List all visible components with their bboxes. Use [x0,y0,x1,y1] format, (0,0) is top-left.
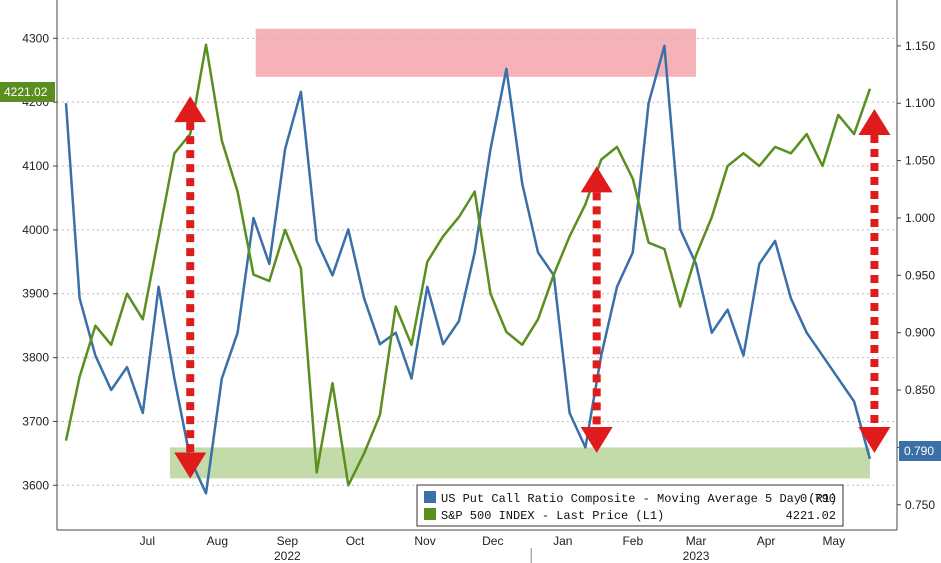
y-right-tick-label: 0.850 [905,383,935,397]
legend-swatch-putcall [424,491,436,503]
series-line-spx [64,43,872,487]
y-right-tick-label: 1.100 [905,96,935,110]
y-left-tick-label: 4100 [22,159,49,173]
right-badge-text: 0.790 [904,444,934,458]
double-arrow [580,166,613,453]
x-tick-label: Dec [482,534,503,548]
arrow-head-up [580,166,613,193]
y-right-tick-label: 0.950 [905,268,935,282]
y-left-tick-label: 4300 [22,31,49,45]
x-tick-label: Jul [140,534,155,548]
arrow-head-up [858,108,891,135]
y-right-ticks: 1.1501.1001.0501.0000.9500.9000.8500.800… [897,39,935,512]
x-ticks: Jul Aug Sep Oct Nov Dec Jan Feb Mar Apr May 2022 202… [140,534,845,563]
x-tick-label: Jan [553,534,572,548]
right-value-badge: 0.790 [899,441,941,461]
x-tick-label: Aug [207,534,228,548]
arrow-head-down [174,452,207,479]
highlight-bands [169,28,870,479]
left-value-badge: 4221.02 [0,82,55,102]
direction-arrows [174,96,891,479]
series-lines [64,43,872,495]
x-tick-label: Apr [757,534,776,548]
arrow-head-up [174,96,207,123]
x-tick-label: May [822,534,845,548]
legend-label-putcall: US Put Call Ratio Composite - Moving Ave… [441,492,837,506]
y-left-tick-label: 3600 [22,478,49,492]
legend-swatch-spx [424,508,436,520]
x-tick-label: Mar [686,534,707,548]
y-right-tick-label: 1.150 [905,39,935,53]
x-tick-label: Nov [414,534,435,548]
double-arrow [858,108,891,453]
legend-value-spx: 4221.02 [786,509,836,523]
legend-value-putcall: 0.790 [800,492,836,506]
series-line-putcall [64,44,872,495]
x-year-label: 2022 [274,549,301,563]
arrow-head-down [580,426,613,453]
x-tick-label: Sep [277,534,299,548]
y-left-tick-label: 3900 [22,287,49,301]
low-ratio-band [169,447,870,479]
y-right-tick-label: 1.050 [905,154,935,168]
left-badge-text: 4221.02 [4,85,48,99]
arrow-head-down [858,426,891,453]
legend: US Put Call Ratio Composite - Moving Ave… [416,484,844,527]
x-year-label: 2023 [683,549,710,563]
y-left-tick-label: 3700 [22,414,49,428]
y-right-tick-label: 0.900 [905,326,935,340]
x-tick-label: Feb [622,534,643,548]
x-tick-label: Oct [346,534,365,548]
y-left-tick-label: 3800 [22,351,49,365]
high-ratio-band [255,28,697,77]
y-left-tick-label: 4000 [22,223,49,237]
double-arrow [174,96,207,479]
y-right-tick-label: 1.000 [905,211,935,225]
y-right-tick-label: 0.750 [905,498,935,512]
legend-label-spx: S&P 500 INDEX - Last Price (L1) [441,509,664,523]
